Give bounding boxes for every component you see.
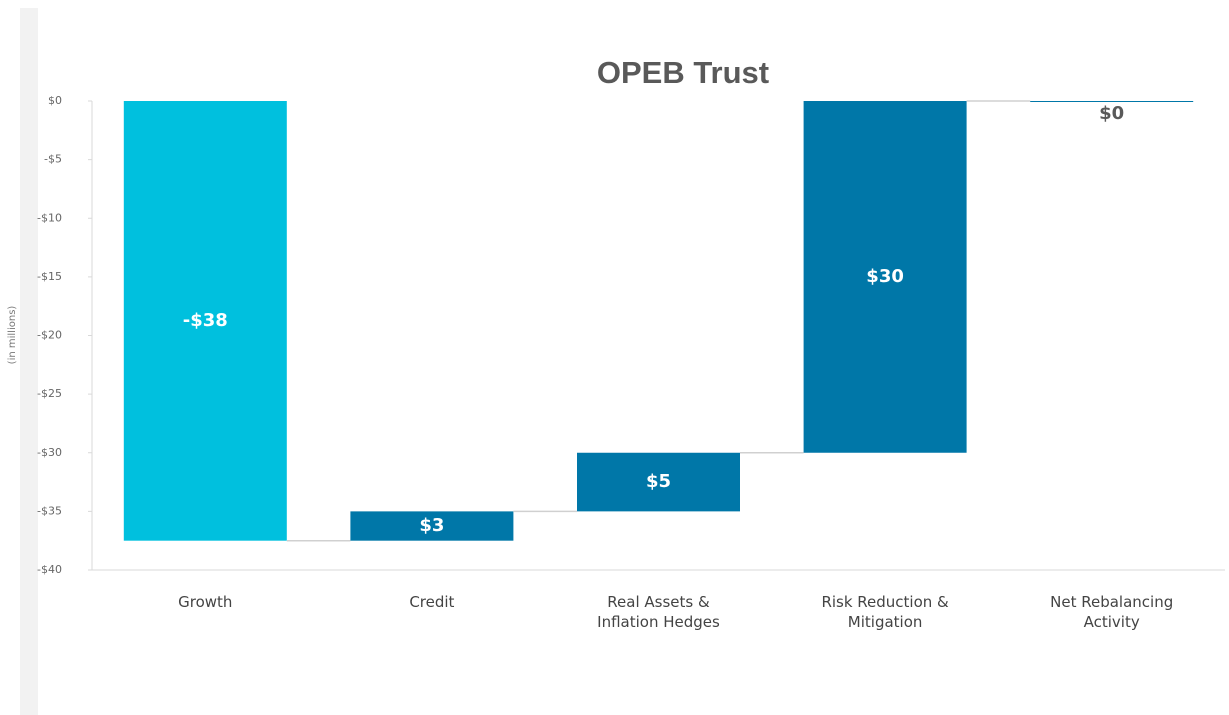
value-label: $3 [419,515,444,536]
y-axis-label: (in millions) [7,306,18,365]
bar [123,101,287,541]
y-tick-label: -$30 [37,446,62,459]
x-tick-label: Net Rebalancing Activity [1050,593,1174,631]
bar [350,511,514,541]
value-label: $30 [866,266,904,287]
x-tick-label: Real Assets & Inflation Hedges [597,593,720,631]
y-tick-label: -$20 [37,329,62,342]
x-tick-label: Risk Reduction & Mitigation [821,593,949,631]
x-tick-label: Credit [409,593,455,611]
y-tick-label: -$40 [37,563,62,576]
y-tick-label: -$35 [37,504,62,517]
y-tick-label: -$5 [44,153,62,166]
x-tick-label: Growth [178,593,233,611]
y-tick-label: -$10 [37,211,62,224]
y-tick-label: $0 [48,94,62,107]
side-strip [20,8,38,715]
value-label: -$38 [183,310,228,331]
bar [577,452,740,512]
y-tick-label: -$15 [37,270,62,283]
chart-title: OPEB Trust [597,55,769,90]
value-label: $0 [1099,103,1124,124]
bar [803,101,967,453]
y-tick-label: -$25 [37,387,62,400]
value-label: $5 [646,471,671,492]
bar [1030,101,1194,102]
